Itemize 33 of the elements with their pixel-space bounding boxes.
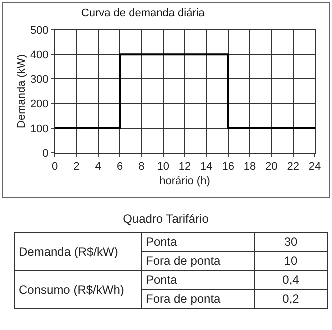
y-tick-label: 300 [30, 74, 49, 86]
text: Ponta [142, 232, 254, 252]
x-tick-label: 6 [116, 161, 124, 174]
text: Quadro Tarifário [122, 212, 210, 226]
text: 0,4 [254, 270, 328, 290]
text: Fora de ponta [142, 290, 254, 308]
text: 0,2 [254, 290, 328, 308]
x-tick-label: 2 [74, 161, 80, 174]
x-tick-label: 12 [178, 161, 192, 174]
y-tick-label: 200 [30, 98, 49, 111]
x-tick-label: 16 [222, 161, 234, 174]
x-tick-label: 20 [266, 161, 278, 174]
text: Fora de ponta [142, 252, 254, 270]
y-axis-title: Demanda (kW) [16, 54, 28, 128]
y-tick-label: 400 [30, 49, 49, 62]
chart-title: Curva de demanda diária [81, 8, 206, 20]
y-tick-label: 500 [30, 24, 49, 37]
x-tick-label: 24 [308, 161, 322, 174]
x-tick-label: 4 [95, 161, 102, 174]
x-tick-label: 18 [244, 161, 256, 174]
x-tick-label: 8 [138, 161, 145, 174]
y-tick-label: 0 [42, 148, 49, 160]
text: 10 [254, 252, 328, 270]
text: Ponta [142, 270, 254, 290]
text: Consumo (R$/kWh) [14, 270, 142, 308]
x-tick-label: 0 [52, 161, 58, 174]
x-tick-label: 22 [287, 161, 300, 174]
text: Demanda (R$/kW) [14, 232, 142, 270]
y-tick-label: 100 [30, 123, 49, 136]
text: 30 [254, 232, 328, 252]
x-axis-title: horário (h) [160, 175, 210, 188]
x-tick-label: 10 [157, 161, 170, 174]
x-tick-label: 14 [200, 161, 213, 174]
